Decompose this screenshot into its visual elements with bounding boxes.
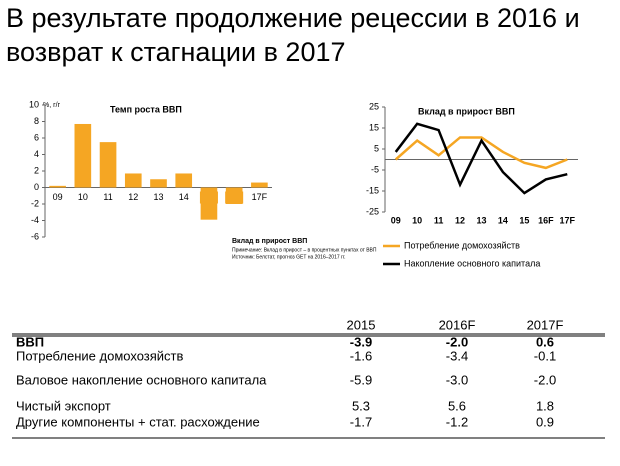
table-cell: -3.4 — [446, 348, 468, 363]
x-tick-label: 16F — [538, 215, 554, 225]
y-tick-label: 2 — [34, 165, 39, 175]
x-tick-label: 11 — [434, 215, 444, 225]
x-tick-label: 14 — [179, 192, 189, 202]
table-cell: -1.6 — [350, 348, 372, 363]
bar — [99, 142, 117, 188]
y-tick-label: -15 — [366, 185, 379, 195]
y-tick-label: 6 — [34, 132, 39, 142]
bar — [200, 187, 218, 220]
table-cell: 1.8 — [536, 398, 554, 413]
table-cell: 0.9 — [536, 414, 554, 429]
x-tick-label: 17F — [560, 215, 576, 225]
bar — [124, 173, 142, 188]
table-cell: -2.0 — [534, 372, 556, 387]
y-tick-label: 25 — [369, 101, 379, 111]
table-cell: -0.1 — [534, 348, 556, 363]
table-cell: -3.0 — [446, 372, 468, 387]
row-label: Другие компоненты + стат. расхождение — [16, 414, 260, 429]
table-cell: -5.9 — [350, 372, 372, 387]
legend-label: Потребление домохозяйств — [404, 240, 520, 250]
table-cell: -1.2 — [446, 414, 468, 429]
bar — [251, 182, 268, 188]
x-tick-label: 11 — [103, 192, 112, 202]
x-tick-label: 09 — [391, 215, 401, 225]
table-cell: -2.0 — [446, 334, 468, 349]
chart-title: Темп роста ВВП — [110, 104, 182, 114]
y-tick-label: 8 — [34, 116, 39, 126]
slide-title-1: В результате продолжение рецессии в 2016… — [6, 3, 580, 33]
row-label: Чистый экспорт — [16, 398, 111, 413]
y-tick-label: -5 — [371, 164, 379, 174]
bar — [175, 173, 193, 188]
bar — [225, 187, 243, 204]
note-title: Вклад в прирост ВВП — [232, 238, 307, 245]
y-tick-label: -25 — [366, 206, 379, 216]
y-tick-label: 4 — [34, 149, 39, 159]
table-header: 2017F — [527, 317, 564, 332]
chart-title: Вклад в прирост ВВП — [418, 106, 515, 116]
x-tick-label: 14 — [498, 215, 508, 225]
y-tick-label: 15 — [369, 122, 379, 132]
table-cell: 5.6 — [448, 398, 466, 413]
x-tick-label: 13 — [476, 215, 486, 225]
row-label: Потребление домохозяйств — [16, 348, 184, 363]
y-tick-label: 10 — [29, 99, 39, 109]
y-tick-label: -2 — [31, 198, 39, 208]
legend-label: Накопление основного капитала — [404, 258, 540, 268]
table-header: 2016F — [439, 317, 476, 332]
y-tick-label: 0 — [34, 182, 39, 192]
x-tick-label: 09 — [53, 192, 63, 202]
bar — [150, 179, 167, 188]
row-label: ВВП — [16, 334, 44, 349]
x-tick-label: 13 — [153, 192, 163, 202]
y-tick-label: -4 — [31, 215, 39, 225]
note-source: Источник: Белстат, прогноз GET на 2016–2… — [232, 254, 345, 260]
note-remark: Примечание: Вклад в прирост – в процентн… — [232, 247, 377, 253]
x-tick-label: 10 — [412, 215, 422, 225]
y-axis-label: %, г/г — [43, 102, 61, 109]
y-tick-label: -6 — [31, 231, 39, 241]
x-tick-label: 15 — [519, 215, 529, 225]
table-cell: -3.9 — [350, 334, 372, 349]
row-label: Валовое накопление основного капитала — [16, 372, 267, 387]
table-cell: -1.7 — [350, 414, 372, 429]
table-header: 2015 — [347, 317, 376, 332]
y-tick-label: 5 — [374, 143, 379, 153]
bar — [49, 185, 66, 188]
series-line — [394, 122, 568, 195]
x-tick-label: 12 — [455, 215, 465, 225]
table-cell: 0.6 — [536, 334, 554, 349]
x-tick-label: 10 — [78, 192, 88, 202]
bar — [74, 123, 92, 188]
x-tick-label: 17F — [252, 192, 268, 202]
series-line — [394, 136, 568, 170]
table-cell: 5.3 — [352, 398, 370, 413]
x-tick-label: 12 — [128, 192, 138, 202]
slide-title-2: возврат к стагнации в 2017 — [6, 37, 346, 67]
